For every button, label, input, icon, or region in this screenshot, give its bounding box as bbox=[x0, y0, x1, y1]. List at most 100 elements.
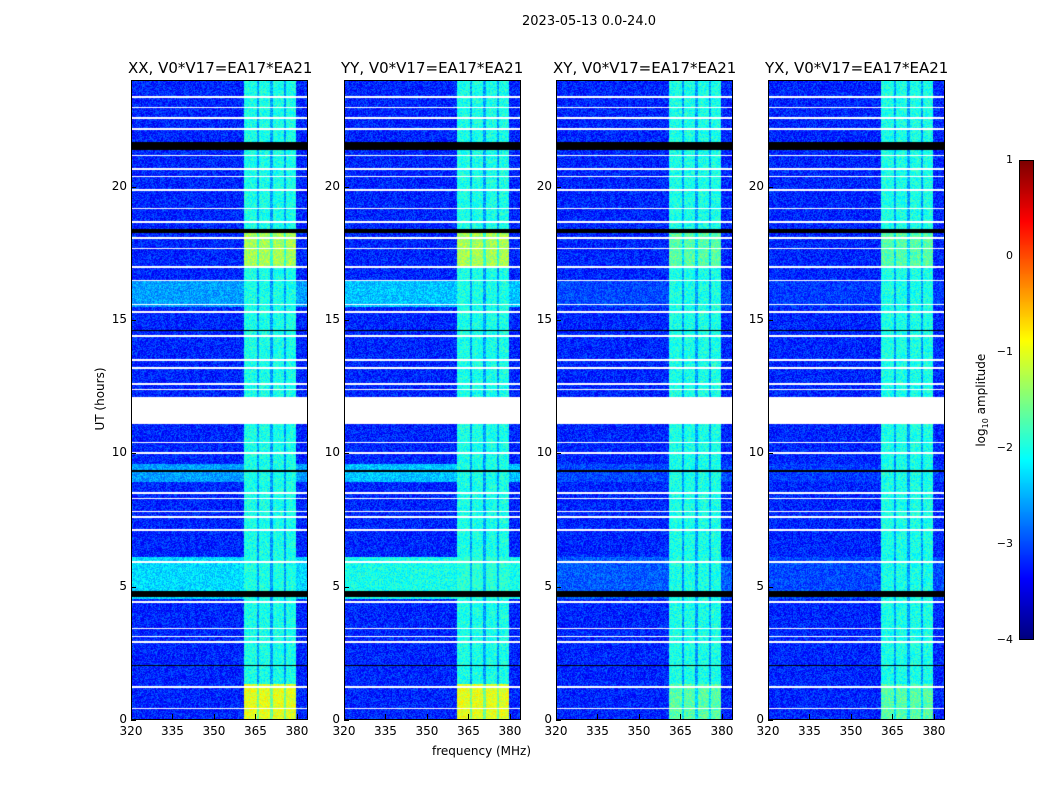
waterfall-panel-0 bbox=[131, 80, 308, 720]
x-tick-label: 320 bbox=[756, 724, 780, 738]
waterfall-panel-3 bbox=[768, 80, 945, 720]
x-tick-label: 380 bbox=[498, 724, 522, 738]
y-tick bbox=[768, 720, 773, 721]
x-tick bbox=[850, 714, 852, 719]
x-tick bbox=[680, 714, 682, 719]
x-tick bbox=[809, 714, 811, 719]
y-tick bbox=[344, 586, 349, 588]
y-tick-label: 15 bbox=[748, 312, 764, 326]
y-tick bbox=[556, 720, 561, 721]
x-tick-label: 365 bbox=[457, 724, 480, 738]
panel-title: YY, V0*V17=EA17*EA21 bbox=[341, 59, 524, 77]
x-tick-label: 335 bbox=[374, 724, 397, 738]
x-tick bbox=[172, 714, 174, 719]
x-axis-label: frequency (MHz) bbox=[432, 744, 532, 758]
x-tick-label: 365 bbox=[244, 724, 267, 738]
y-tick bbox=[556, 320, 561, 321]
y-tick bbox=[344, 320, 349, 321]
heatmap-image bbox=[345, 81, 520, 719]
x-tick bbox=[426, 714, 428, 719]
x-tick-label: 365 bbox=[669, 724, 692, 738]
x-tick-label: 350 bbox=[627, 724, 651, 738]
x-tick-label: 320 bbox=[332, 724, 356, 738]
y-tick-label: 5 bbox=[332, 578, 340, 593]
colorbar-tick-label: −2 bbox=[996, 441, 1013, 454]
y-tick-label: 20 bbox=[111, 178, 127, 193]
y-tick-label: 5 bbox=[544, 578, 552, 593]
y-tick bbox=[131, 586, 136, 588]
y-tick bbox=[556, 586, 561, 588]
x-tick-label: 335 bbox=[586, 724, 609, 738]
y-tick bbox=[768, 186, 773, 188]
x-tick-label: 335 bbox=[161, 724, 184, 738]
y-tick-label: 0 bbox=[756, 712, 764, 726]
y-tick-label: 10 bbox=[111, 445, 127, 460]
x-tick bbox=[468, 714, 470, 719]
y-tick-label: 15 bbox=[324, 312, 340, 326]
x-tick bbox=[721, 714, 723, 719]
x-tick-label: 350 bbox=[202, 724, 226, 738]
y-tick-label: 20 bbox=[748, 178, 764, 193]
x-tick-label: 380 bbox=[285, 724, 309, 738]
x-tick bbox=[131, 714, 132, 719]
x-tick bbox=[255, 714, 257, 719]
x-tick bbox=[385, 714, 387, 719]
x-tick bbox=[892, 714, 894, 719]
y-tick bbox=[768, 586, 773, 588]
colorbar-tick-label: −4 bbox=[996, 633, 1013, 646]
x-tick bbox=[556, 714, 557, 719]
x-tick-label: 350 bbox=[415, 724, 439, 738]
x-tick-label: 380 bbox=[710, 724, 734, 738]
y-tick-label: 15 bbox=[536, 312, 552, 326]
y-tick-label: 5 bbox=[119, 578, 127, 593]
heatmap-image bbox=[132, 81, 307, 719]
panel-title: XY, V0*V17=EA17*EA21 bbox=[553, 59, 737, 77]
colorbar-tick-label: 0 bbox=[1006, 249, 1013, 262]
y-tick-label: 20 bbox=[324, 178, 340, 193]
y-tick bbox=[768, 453, 773, 455]
panel-title: XX, V0*V17=EA17*EA21 bbox=[128, 59, 313, 77]
x-tick bbox=[768, 714, 769, 719]
y-tick bbox=[344, 186, 349, 188]
y-tick-label: 10 bbox=[748, 445, 764, 460]
x-tick bbox=[213, 714, 215, 719]
y-tick bbox=[556, 186, 561, 188]
y-tick-label: 0 bbox=[332, 712, 340, 726]
y-tick bbox=[768, 320, 773, 321]
colorbar-tick-label: −1 bbox=[996, 345, 1013, 358]
y-tick-label: 10 bbox=[536, 445, 552, 460]
y-tick bbox=[131, 453, 136, 455]
x-tick-label: 380 bbox=[922, 724, 946, 738]
y-tick bbox=[131, 186, 136, 188]
x-tick bbox=[296, 714, 298, 719]
y-tick bbox=[556, 453, 561, 455]
waterfall-panel-1 bbox=[344, 80, 521, 720]
figure-title: 2023-05-13 0.0-24.0 bbox=[522, 14, 656, 29]
y-tick bbox=[131, 720, 136, 721]
x-tick-label: 365 bbox=[881, 724, 904, 738]
heatmap-image bbox=[557, 81, 732, 719]
panel-title: YX, V0*V17=EA17*EA21 bbox=[765, 59, 949, 77]
x-tick-label: 320 bbox=[119, 724, 143, 738]
colorbar bbox=[1019, 160, 1034, 640]
y-tick-label: 5 bbox=[756, 578, 764, 593]
x-tick bbox=[597, 714, 599, 719]
heatmap-image bbox=[769, 81, 944, 719]
x-tick-label: 320 bbox=[544, 724, 568, 738]
y-axis-label: UT (hours) bbox=[93, 367, 107, 431]
colorbar-label: log10 amplitude bbox=[973, 353, 991, 447]
y-tick-label: 0 bbox=[544, 712, 552, 726]
y-tick-label: 15 bbox=[111, 312, 127, 326]
x-tick-label: 335 bbox=[798, 724, 821, 738]
y-tick-label: 20 bbox=[536, 178, 552, 193]
colorbar-tick-label: −3 bbox=[996, 537, 1013, 550]
y-tick bbox=[344, 453, 349, 455]
x-tick bbox=[344, 714, 345, 719]
colorbar-tick-label: 1 bbox=[1006, 153, 1013, 166]
y-tick bbox=[344, 720, 349, 721]
x-tick bbox=[933, 714, 935, 719]
x-tick bbox=[509, 714, 511, 719]
waterfall-panel-2 bbox=[556, 80, 733, 720]
y-tick bbox=[131, 320, 136, 321]
